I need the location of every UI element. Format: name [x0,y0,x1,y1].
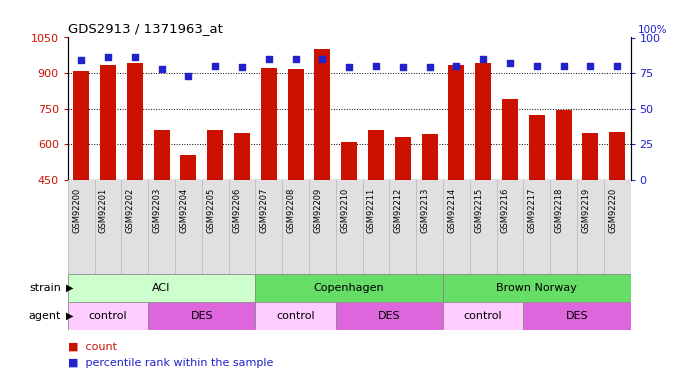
Bar [68,274,256,302]
Bar [395,136,411,180]
Text: GSM92201: GSM92201 [99,188,108,233]
Bar [336,302,443,330]
Point [317,56,327,62]
Point [210,63,220,69]
Text: GSM92202: GSM92202 [126,188,135,233]
Text: GSM92219: GSM92219 [581,188,591,233]
Point [156,66,167,72]
Text: GSM92213: GSM92213 [420,188,430,233]
Bar [234,133,250,180]
Bar [261,68,277,180]
Point [532,63,542,69]
Point [263,56,274,62]
Text: Brown Norway: Brown Norway [496,283,577,293]
Text: GSM92209: GSM92209 [313,188,322,233]
Text: GSM92217: GSM92217 [527,188,537,233]
Text: GSM92218: GSM92218 [555,188,563,233]
Bar [256,302,336,330]
Point [237,64,247,70]
Bar [368,130,384,180]
Bar [523,302,631,330]
Bar [256,274,443,302]
Point [397,64,408,70]
Bar [180,155,197,180]
Point [451,63,462,69]
Bar [582,133,599,180]
Bar [315,49,330,180]
Text: GSM92216: GSM92216 [501,188,510,233]
Bar [153,130,170,180]
Bar [448,65,464,180]
Point [585,63,596,69]
Text: DES: DES [378,311,401,321]
Point [612,63,622,69]
Point [424,64,435,70]
Text: GSM92206: GSM92206 [233,188,242,233]
Bar [529,116,545,180]
Bar [609,132,625,180]
Bar [148,302,256,330]
Point [558,63,569,69]
Text: GSM92205: GSM92205 [206,188,215,233]
Point [290,56,301,62]
Text: ▶: ▶ [66,283,74,293]
Text: GSM92204: GSM92204 [180,188,188,233]
Point [102,54,113,60]
Point [504,60,515,66]
Text: GSM92210: GSM92210 [340,188,349,233]
Text: GSM92212: GSM92212 [394,188,403,233]
Bar [100,65,116,180]
Text: ACI: ACI [153,283,171,293]
Bar [68,302,148,330]
Text: GSM92211: GSM92211 [367,188,376,233]
Text: Copenhagen: Copenhagen [314,283,384,293]
Point [183,73,194,79]
Text: DES: DES [191,311,213,321]
Bar [127,63,143,180]
Bar [443,274,631,302]
Bar [207,130,223,180]
Text: GSM92203: GSM92203 [153,188,161,233]
Text: GSM92215: GSM92215 [474,188,483,233]
Point [129,54,140,60]
Text: GSM92214: GSM92214 [447,188,456,233]
Bar [73,71,89,180]
Bar [287,69,304,180]
Bar [443,302,523,330]
Text: GSM92207: GSM92207 [260,188,268,233]
Bar [502,99,518,180]
Text: ■  count: ■ count [68,341,117,351]
Text: control: control [89,311,127,321]
Text: GDS2913 / 1371963_at: GDS2913 / 1371963_at [68,22,222,35]
Text: DES: DES [565,311,589,321]
Text: 100%: 100% [637,25,667,35]
Text: strain: strain [29,283,61,293]
Point [344,64,355,70]
Text: GSM92208: GSM92208 [287,188,296,233]
Bar [422,134,437,180]
Text: agent: agent [28,311,61,321]
Text: control: control [464,311,502,321]
Text: ▶: ▶ [66,311,74,321]
Bar [341,141,357,180]
Point [478,56,489,62]
Text: GSM92200: GSM92200 [72,188,81,233]
Text: control: control [276,311,315,321]
Point [371,63,382,69]
Text: GSM92220: GSM92220 [608,188,617,233]
Text: ■  percentile rank within the sample: ■ percentile rank within the sample [68,358,273,368]
Point [76,57,87,63]
Bar [555,110,572,180]
Bar [475,63,491,180]
